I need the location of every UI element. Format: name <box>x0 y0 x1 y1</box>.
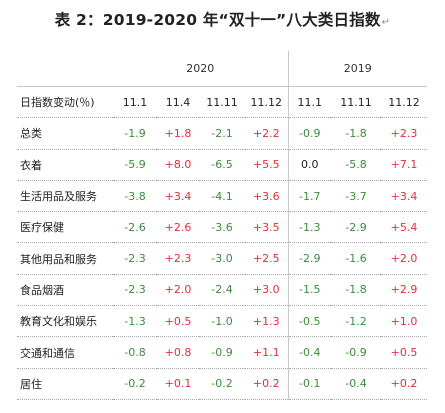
value-cell: +0.5 <box>157 305 199 338</box>
value-cell: +0.1 <box>157 368 199 400</box>
table-row: 医疗保健 -2.6 +2.6 -3.6 +3.5 -1.3 -2.9 +5.4 <box>17 211 427 244</box>
value-cell: -0.9 <box>287 117 331 150</box>
value-cell: -2.1 <box>199 117 245 150</box>
value-cell: +3.4 <box>381 180 427 213</box>
table-row: 总类 -1.9 +1.8 -2.1 +2.2 -0.9 -1.8 +2.3 <box>17 117 427 150</box>
table-row: 其他用品和服务 -2.3 +2.3 -3.0 +2.5 -2.9 -1.6 +2.0 <box>17 242 427 275</box>
row-label: 总类 <box>17 117 113 150</box>
value-cell: -3.7 <box>331 180 381 213</box>
value-cell: -1.7 <box>287 180 331 213</box>
value-cell: +1.3 <box>245 305 288 338</box>
value-cell: +2.6 <box>157 211 199 244</box>
value-cell: -0.5 <box>287 305 331 338</box>
value-cell: -0.9 <box>199 336 245 369</box>
column-header-date: 11.11 <box>199 86 245 119</box>
value-cell: +8.0 <box>157 149 199 181</box>
value-cell: -1.3 <box>113 305 157 338</box>
value-cell: +3.4 <box>157 180 199 213</box>
value-cell: -0.9 <box>331 336 381 369</box>
value-cell: -5.8 <box>331 149 381 181</box>
row-label: 教育文化和娱乐 <box>17 305 113 338</box>
value-cell: -2.3 <box>113 242 157 275</box>
value-cell: +2.0 <box>381 242 427 275</box>
row-label: 居住 <box>17 368 113 400</box>
value-cell: +1.0 <box>381 305 427 338</box>
value-cell: -1.5 <box>287 274 331 307</box>
column-header-label: 日指数变动(％) <box>17 86 113 119</box>
row-label: 食品烟酒 <box>17 274 113 307</box>
value-cell: +2.9 <box>381 274 427 307</box>
table-row: 生活用品及服务 -3.8 +3.4 -4.1 +3.6 -1.7 -3.7 +3.4 <box>17 180 427 213</box>
index-table: 2020 2019 日指数变动(％) 11.1 11.4 11.11 11.12… <box>17 51 427 400</box>
value-cell: -1.8 <box>331 117 381 150</box>
table-row: 教育文化和娱乐 -1.3 +0.5 -1.0 +1.3 -0.5 -1.2 +1.0 <box>17 305 427 338</box>
value-cell: -0.2 <box>199 368 245 400</box>
value-cell: +1.8 <box>157 117 199 150</box>
table-title: 表 2：2019-2020 年“双十一”八大类日指数↵ <box>0 8 445 30</box>
row-label: 交通和通信 <box>17 336 113 369</box>
row-label: 医疗保健 <box>17 211 113 244</box>
column-header-date: 11.12 <box>245 86 288 119</box>
year-2019: 2019 <box>287 51 427 87</box>
value-cell: -1.6 <box>331 242 381 275</box>
return-mark-icon: ↵ <box>381 17 391 28</box>
year-header-row: 2020 2019 <box>17 51 427 87</box>
value-cell: -0.4 <box>287 336 331 369</box>
value-cell: -2.9 <box>287 242 331 275</box>
value-cell: -1.2 <box>331 305 381 338</box>
table-row: 食品烟酒 -2.3 +2.0 -2.4 +3.0 -1.5 -1.8 +2.9 <box>17 274 427 307</box>
value-cell: -2.9 <box>331 211 381 244</box>
value-cell: +2.3 <box>157 242 199 275</box>
column-header-date: 11.1 <box>287 86 331 119</box>
value-cell: +5.4 <box>381 211 427 244</box>
row-label: 衣着 <box>17 149 113 181</box>
value-cell: -1.9 <box>113 117 157 150</box>
column-header-date: 11.4 <box>157 86 199 119</box>
table-row: 交通和通信 -0.8 +0.8 -0.9 +1.1 -0.4 -0.9 +0.5 <box>17 336 427 369</box>
table-title-text: 表 2：2019-2020 年“双十一”八大类日指数 <box>54 11 381 29</box>
year-header-blank <box>17 51 113 87</box>
value-cell: +0.2 <box>381 368 427 400</box>
value-cell: +3.5 <box>245 211 288 244</box>
value-cell: -2.3 <box>113 274 157 307</box>
table-row: 居住 -0.2 +0.1 -0.2 +0.2 -0.1 -0.4 +0.2 <box>17 368 427 400</box>
value-cell: -6.5 <box>199 149 245 181</box>
value-cell: +1.1 <box>245 336 288 369</box>
value-cell: +0.5 <box>381 336 427 369</box>
column-header-date: 11.11 <box>331 86 381 119</box>
year-2020: 2020 <box>113 51 288 87</box>
value-cell: -3.8 <box>113 180 157 213</box>
value-cell: -0.8 <box>113 336 157 369</box>
value-cell: +2.3 <box>381 117 427 150</box>
value-cell: +2.0 <box>157 274 199 307</box>
value-cell: +3.0 <box>245 274 288 307</box>
value-cell: -3.6 <box>199 211 245 244</box>
value-cell: -2.6 <box>113 211 157 244</box>
column-header-date: 11.1 <box>113 86 157 119</box>
value-cell: +7.1 <box>381 149 427 181</box>
value-cell: +2.2 <box>245 117 288 150</box>
column-header-date: 11.12 <box>381 86 427 119</box>
value-cell: +5.5 <box>245 149 288 181</box>
value-cell: -0.4 <box>331 368 381 400</box>
row-label: 生活用品及服务 <box>17 180 113 213</box>
value-cell: +2.5 <box>245 242 288 275</box>
value-cell: +0.2 <box>245 368 288 400</box>
value-cell: -4.1 <box>199 180 245 213</box>
table-row: 衣着 -5.9 +8.0 -6.5 +5.5 0.0 -5.8 +7.1 <box>17 149 427 181</box>
column-header-row: 日指数变动(％) 11.1 11.4 11.11 11.12 11.1 11.1… <box>17 86 427 119</box>
value-cell: -0.1 <box>287 368 331 400</box>
value-cell: -3.0 <box>199 242 245 275</box>
value-cell: +0.8 <box>157 336 199 369</box>
row-label: 其他用品和服务 <box>17 242 113 275</box>
value-cell: 0.0 <box>287 149 331 181</box>
value-cell: -1.8 <box>331 274 381 307</box>
value-cell: -5.9 <box>113 149 157 181</box>
value-cell: -1.3 <box>287 211 331 244</box>
value-cell: -1.0 <box>199 305 245 338</box>
value-cell: -0.2 <box>113 368 157 400</box>
value-cell: +3.6 <box>245 180 288 213</box>
value-cell: -2.4 <box>199 274 245 307</box>
